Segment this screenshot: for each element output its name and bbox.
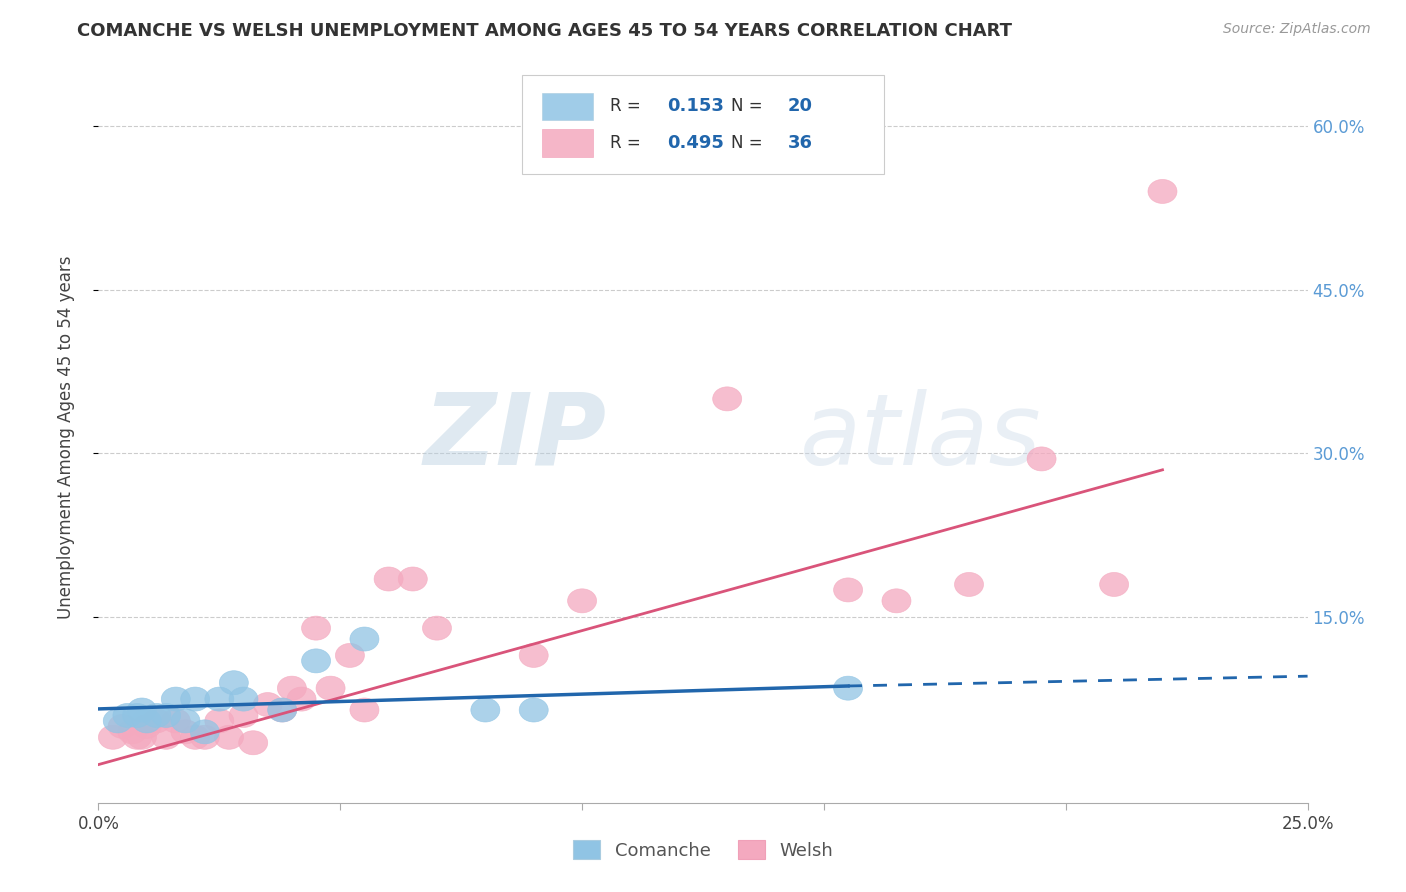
Ellipse shape xyxy=(1147,179,1177,203)
Ellipse shape xyxy=(301,648,330,673)
Text: N =: N = xyxy=(731,134,762,152)
FancyBboxPatch shape xyxy=(543,93,593,120)
Ellipse shape xyxy=(350,698,380,722)
Ellipse shape xyxy=(128,725,156,749)
Ellipse shape xyxy=(834,676,863,700)
FancyBboxPatch shape xyxy=(522,75,884,174)
Ellipse shape xyxy=(219,671,249,695)
Ellipse shape xyxy=(398,567,427,591)
Ellipse shape xyxy=(118,720,146,744)
Ellipse shape xyxy=(253,692,283,716)
Ellipse shape xyxy=(267,698,297,722)
Ellipse shape xyxy=(190,725,219,749)
Ellipse shape xyxy=(229,687,259,711)
Text: Source: ZipAtlas.com: Source: ZipAtlas.com xyxy=(1223,22,1371,37)
Ellipse shape xyxy=(336,643,364,667)
Ellipse shape xyxy=(713,387,742,411)
Ellipse shape xyxy=(172,720,200,744)
Text: N =: N = xyxy=(731,96,762,115)
Ellipse shape xyxy=(142,704,172,728)
Ellipse shape xyxy=(98,725,128,749)
Ellipse shape xyxy=(128,698,156,722)
Text: R =: R = xyxy=(610,134,641,152)
Text: 0.153: 0.153 xyxy=(666,96,724,115)
Ellipse shape xyxy=(132,714,162,739)
Legend: Comanche, Welsh: Comanche, Welsh xyxy=(565,833,841,867)
Text: atlas: atlas xyxy=(800,389,1042,485)
Ellipse shape xyxy=(287,687,316,711)
FancyBboxPatch shape xyxy=(543,129,593,157)
Ellipse shape xyxy=(190,720,219,744)
Ellipse shape xyxy=(205,687,233,711)
Text: R =: R = xyxy=(610,96,641,115)
Ellipse shape xyxy=(122,725,152,749)
Text: 36: 36 xyxy=(787,134,813,152)
Ellipse shape xyxy=(519,643,548,667)
Text: COMANCHE VS WELSH UNEMPLOYMENT AMONG AGES 45 TO 54 YEARS CORRELATION CHART: COMANCHE VS WELSH UNEMPLOYMENT AMONG AGE… xyxy=(77,22,1012,40)
Text: 20: 20 xyxy=(787,96,813,115)
Ellipse shape xyxy=(180,725,209,749)
Ellipse shape xyxy=(955,573,984,597)
Ellipse shape xyxy=(277,676,307,700)
Ellipse shape xyxy=(162,709,190,733)
Ellipse shape xyxy=(350,627,380,651)
Y-axis label: Unemployment Among Ages 45 to 54 years: Unemployment Among Ages 45 to 54 years xyxy=(56,255,75,619)
Ellipse shape xyxy=(132,709,162,733)
Ellipse shape xyxy=(1099,573,1129,597)
Ellipse shape xyxy=(112,704,142,728)
Ellipse shape xyxy=(422,616,451,640)
Ellipse shape xyxy=(1026,447,1056,471)
Ellipse shape xyxy=(882,589,911,613)
Ellipse shape xyxy=(267,698,297,722)
Text: 0.495: 0.495 xyxy=(666,134,724,152)
Ellipse shape xyxy=(374,567,404,591)
Ellipse shape xyxy=(239,731,267,755)
Ellipse shape xyxy=(103,709,132,733)
Ellipse shape xyxy=(568,589,596,613)
Ellipse shape xyxy=(301,616,330,640)
Ellipse shape xyxy=(229,704,259,728)
Ellipse shape xyxy=(205,709,233,733)
Ellipse shape xyxy=(142,709,172,733)
Ellipse shape xyxy=(162,687,190,711)
Ellipse shape xyxy=(180,687,209,711)
Ellipse shape xyxy=(834,578,863,602)
Text: ZIP: ZIP xyxy=(423,389,606,485)
Ellipse shape xyxy=(519,698,548,722)
Ellipse shape xyxy=(108,714,138,739)
Ellipse shape xyxy=(172,709,200,733)
Ellipse shape xyxy=(215,725,243,749)
Ellipse shape xyxy=(471,698,501,722)
Ellipse shape xyxy=(152,725,180,749)
Ellipse shape xyxy=(152,704,180,728)
Ellipse shape xyxy=(316,676,344,700)
Ellipse shape xyxy=(122,704,152,728)
